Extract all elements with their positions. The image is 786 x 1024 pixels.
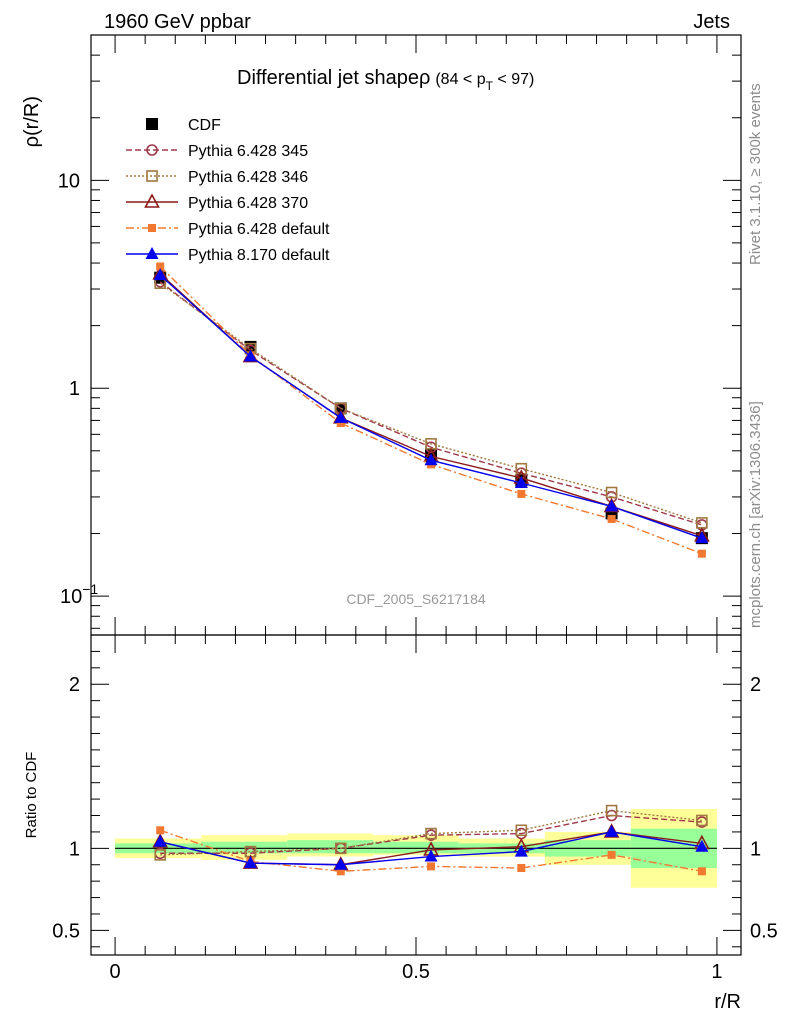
chart-title-range: (84 < p <box>435 71 485 88</box>
data-point-pythia-8-170-default <box>695 531 709 544</box>
ratio-point-pythia-6-428-default <box>336 867 345 876</box>
ratio-point-pythia-6-428-346 <box>696 814 708 827</box>
uncertainty-band-green <box>373 841 459 854</box>
legend-marker-cdf <box>146 118 158 130</box>
ratio-y-tick-label: 1 <box>69 838 80 860</box>
data-point-pythia-8-170-default <box>424 453 438 466</box>
ratio-point-pythia-6-428-default <box>517 864 526 873</box>
ratio-point-pythia-6-428-346 <box>334 842 347 855</box>
uncertainty-band-green <box>201 841 288 854</box>
ratio-plot-area: 0 0.5 1 r/R 0.5 0.5 1 1 2 2 Ratio to CDF <box>23 634 778 1013</box>
chart-title-subscript: T <box>486 79 494 93</box>
legend-label-pythia-6-428-346: Pythia 6.428 346 <box>188 169 308 186</box>
ratio-y-tick-label-right: 1 <box>750 838 761 860</box>
x-tick-label: 0 <box>110 961 121 983</box>
legend-label-pythia-6-428-370: Pythia 6.428 370 <box>188 195 308 212</box>
ratio-point-pythia-8-170-default <box>243 856 257 869</box>
chart-title: Differential jet shapeρ (84 < pT < 97) <box>237 67 534 93</box>
legend-label-pythia-6-428-default: Pythia 6.428 default <box>188 221 330 238</box>
legend-label-pythia-6-428-345: Pythia 6.428 345 <box>188 143 308 160</box>
ratio-point-pythia-8-170-default <box>514 844 528 857</box>
mcplots-label: mcplots.cern.ch [arXiv:1306.3436] <box>747 401 764 628</box>
series-line-pythia-8-170-default <box>159 274 703 539</box>
data-point-pythia-8-170-default <box>605 499 619 512</box>
ratio-point-pythia-6-428-346 <box>154 849 167 861</box>
y-tick-label: 1 <box>69 378 80 400</box>
y-tick-label: 10 <box>58 170 80 192</box>
ratio-point-pythia-6-428-default <box>607 850 616 859</box>
ratio-axis-label: Ratio to CDF <box>23 752 40 839</box>
header-right: Jets <box>693 11 730 33</box>
ratio-y-tick-label-right: 0.5 <box>750 920 778 942</box>
series-pythia-6-428-default <box>156 262 706 558</box>
ratio-point-pythia-6-428-346 <box>515 824 528 837</box>
ratio-point-pythia-8-170-default <box>424 849 438 862</box>
data-point-pythia-8-170-default <box>514 475 528 488</box>
legend-label-cdf: CDF <box>188 117 221 134</box>
ratio-series-pythia-6-428-346 <box>154 804 708 861</box>
ratio-y-tick-label: 2 <box>69 674 80 696</box>
legend-marker-pythia-6-428-345 <box>146 144 158 156</box>
series-pythia-6-428-345 <box>154 275 708 531</box>
series-pythia-6-428-370 <box>152 265 710 542</box>
ratio-line-pythia-6-428-346 <box>160 809 702 856</box>
ratio-point-pythia-6-428-default <box>427 862 436 871</box>
data-point-pythia-8-170-default <box>334 410 348 423</box>
series-line-pythia-6-428-346 <box>159 282 703 524</box>
ratio-y-tick-label-right: 2 <box>750 674 761 696</box>
chart-title-range-tail: < 97) <box>493 71 534 88</box>
x-tick-label: 0.5 <box>402 961 430 983</box>
ratio-point-pythia-6-428-default <box>156 826 165 835</box>
ratio-point-pythia-8-170-default <box>695 839 709 852</box>
data-point-pythia-6-428-default <box>607 514 616 523</box>
header-left: 1960 GeV ppbar <box>104 11 251 33</box>
data-point-pythia-8-170-default <box>153 268 167 281</box>
series-line-pythia-6-428-default <box>159 265 703 555</box>
data-point-pythia-6-428-default <box>697 549 706 558</box>
series-pythia-8-170-default <box>153 268 709 544</box>
y-tick-label-exponent: −1 <box>82 581 98 597</box>
x-axis-label: r/R <box>714 991 741 1013</box>
ratio-point-pythia-8-170-default <box>153 834 167 847</box>
data-point-pythia-6-428-default <box>336 419 345 428</box>
x-tick-label: 1 <box>711 961 722 983</box>
series-cdf <box>154 271 708 545</box>
ratio-point-pythia-6-428-default <box>697 867 706 876</box>
legend-marker-pythia-6-428-default <box>148 224 156 232</box>
series-line-pythia-6-428-370 <box>159 273 703 537</box>
legend-marker-pythia-6-428-370 <box>144 193 160 208</box>
ratio-plot-frame <box>90 634 742 956</box>
ratio-point-pythia-6-428-346 <box>425 827 437 840</box>
data-point-cdf <box>244 340 257 353</box>
ratio-series-pythia-8-170-default <box>153 824 709 870</box>
series-line-pythia-6-428-345 <box>159 281 703 526</box>
data-point-pythia-6-428-346 <box>515 462 528 475</box>
ratio-point-pythia-8-170-default <box>334 857 348 870</box>
data-point-pythia-6-428-346 <box>605 486 618 499</box>
data-point-pythia-6-428-default <box>156 262 165 271</box>
analysis-watermark: CDF_2005_S6217184 <box>346 591 486 607</box>
y-axis-label: ρ(r/R) <box>21 96 43 147</box>
legend: CDF Pythia 6.428 345 Pythia 6.428 346 Pythi… <box>126 117 330 264</box>
data-point-pythia-8-170-default <box>243 349 257 362</box>
ratio-point-pythia-8-170-default <box>605 824 619 837</box>
series-pythia-6-428-346 <box>154 277 708 529</box>
uncertainty-band-green <box>287 840 374 854</box>
ratio-y-tick-label: 0.5 <box>52 920 80 942</box>
rivet-label: Rivet 3.1.10, ≥ 300k events <box>747 83 764 265</box>
legend-marker-pythia-6-428-346 <box>146 170 158 182</box>
legend-marker-pythia-8-170-default <box>145 247 159 259</box>
data-point-pythia-6-428-default <box>517 489 526 498</box>
y-tick-label: 10−1 <box>60 581 98 608</box>
main-plot-area: 10−1 1 10 ρ(r/R) Differential jet shapeρ (84 … <box>21 34 742 636</box>
ratio-point-pythia-6-428-346 <box>605 804 618 817</box>
legend-label-pythia-8-170-default: Pythia 8.170 default <box>188 247 330 264</box>
